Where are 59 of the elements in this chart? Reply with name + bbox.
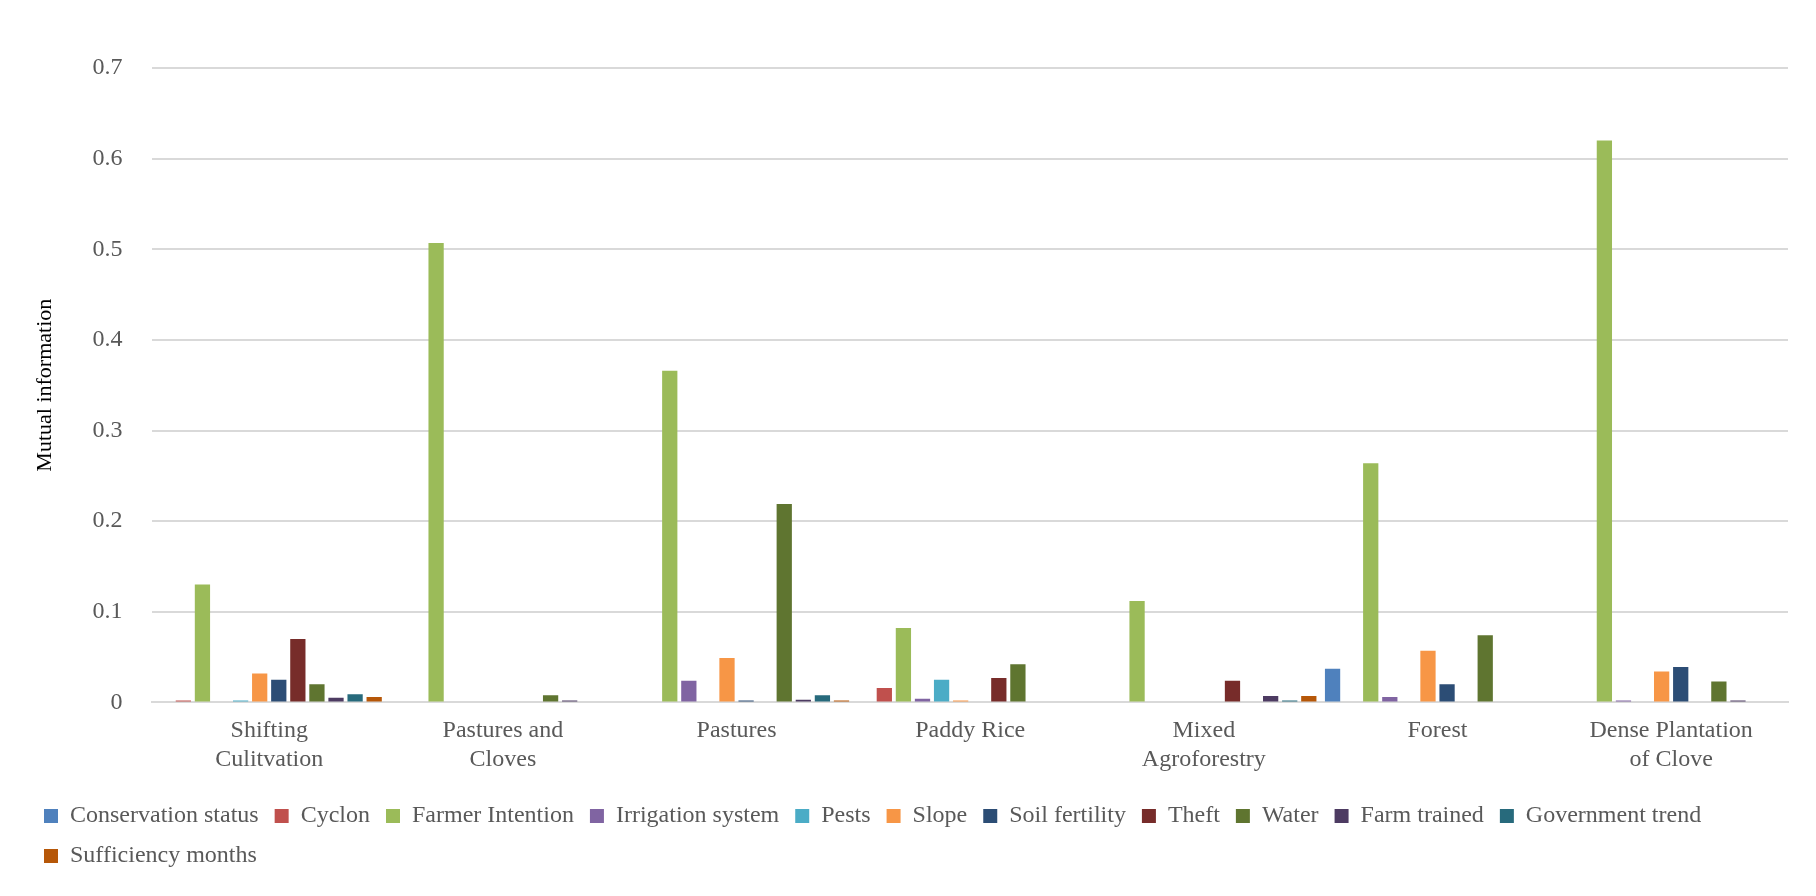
legend-label: Government trend (1525, 801, 1702, 828)
bar (194, 584, 211, 702)
bar (1010, 664, 1026, 702)
bar (1420, 650, 1436, 702)
bar (271, 679, 287, 702)
y-axis-title: Mutual information (30, 298, 56, 472)
legend-label: Conservation status (70, 801, 259, 828)
bar (876, 687, 892, 702)
x-tick-label: Mixed Agroforestry (1141, 716, 1266, 771)
legend-label: Soil fertility (1009, 801, 1126, 828)
bar (1301, 696, 1317, 702)
x-tick-label: Forest (1407, 716, 1468, 743)
bar (1263, 696, 1279, 702)
y-tick-label: 0.7 (92, 53, 123, 80)
bar (991, 677, 1007, 702)
legend-label: Cyclon (300, 801, 370, 828)
x-tick-label: Shifting Culitvation (215, 716, 324, 771)
y-tick-label: 0.5 (92, 234, 123, 261)
bar (933, 679, 950, 702)
y-tick-label: 0.2 (92, 506, 123, 533)
bar (1129, 600, 1145, 702)
bar (428, 242, 444, 702)
legend-label: Sufficiency months (70, 841, 257, 868)
bar (1654, 671, 1670, 702)
bar (1673, 667, 1689, 702)
legend-label: Irrigation system (615, 801, 780, 828)
x-tick-label: Pastures (696, 716, 777, 743)
bar (347, 694, 363, 702)
legend-label: Farmer Intention (411, 801, 574, 828)
legend-label: Theft (1167, 801, 1221, 828)
x-tick-label: Paddy Rice (915, 716, 1026, 743)
legend-label: Water (1261, 801, 1319, 828)
bar (252, 673, 268, 702)
bar (1711, 681, 1727, 702)
y-tick-label: 0.1 (92, 597, 123, 624)
bar (1224, 680, 1241, 702)
legend-label: Farm trained (1360, 801, 1484, 828)
x-tick-label: Pastures and Cloves (442, 716, 564, 771)
bar (1439, 684, 1455, 702)
bar (1363, 463, 1379, 702)
bar (1324, 668, 1341, 702)
bar (776, 503, 792, 702)
bar (290, 638, 306, 702)
y-tick-label: 0.3 (92, 415, 123, 442)
bar (542, 695, 559, 702)
bar (662, 370, 678, 702)
bar (1596, 140, 1613, 702)
bar (814, 695, 831, 702)
x-tick-label: Dense Plantation of Clove (1589, 716, 1753, 771)
bar (681, 680, 697, 702)
legend-label: Pests (821, 801, 871, 828)
bar (1477, 635, 1493, 702)
bar (719, 657, 735, 702)
y-tick-label: 0 (110, 687, 123, 714)
bar (309, 684, 325, 702)
y-tick-label: 0.6 (92, 143, 123, 170)
legend-label: Slope (912, 801, 968, 828)
y-tick-label: 0.4 (92, 325, 123, 352)
bar (895, 628, 912, 702)
